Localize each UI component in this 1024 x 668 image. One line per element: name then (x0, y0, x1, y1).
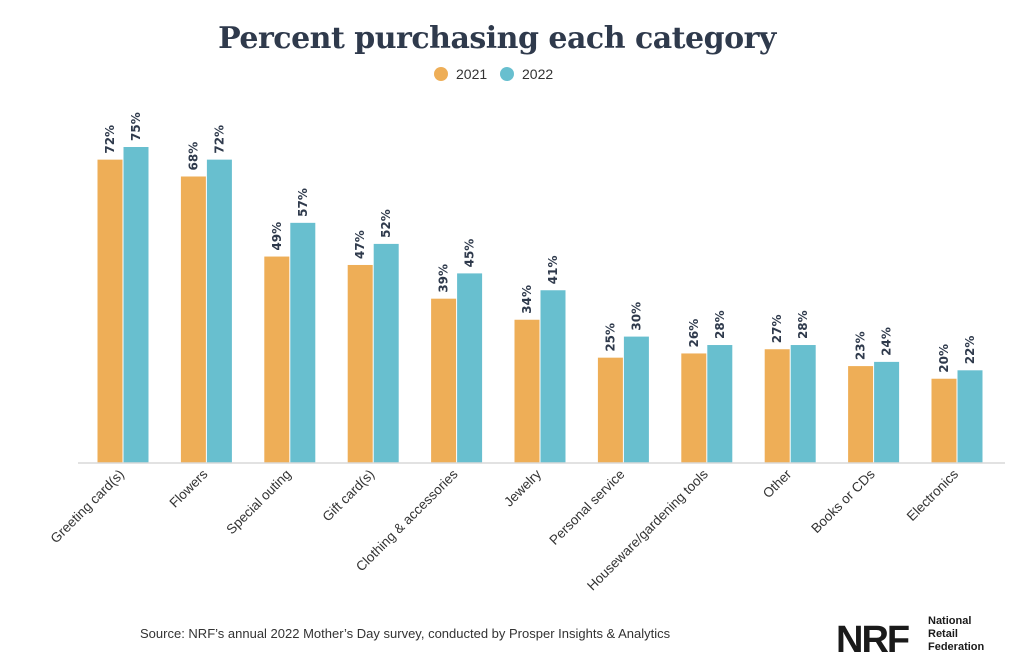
value-label-2021-5: 34% (520, 285, 534, 314)
bar-2022-2 (290, 222, 316, 463)
legend: 2021 2022 (434, 66, 553, 82)
value-label-2022-1: 72% (212, 125, 226, 154)
bar-2021-7 (681, 353, 707, 463)
nrf-logo: NRF National Retail Federation (836, 615, 985, 661)
legend-label-2021: 2021 (456, 66, 487, 82)
value-label-2022-9: 24% (880, 327, 894, 356)
bar-2021-6 (597, 357, 623, 463)
legend-label-2022: 2022 (522, 66, 553, 82)
value-label-2022-6: 30% (629, 302, 643, 331)
value-label-2021-0: 72% (103, 125, 117, 154)
bar-2021-8 (764, 349, 790, 463)
bar-2021-3 (347, 264, 373, 463)
value-label-2022-10: 22% (963, 336, 977, 365)
category-label-3: Gift card(s) (320, 467, 378, 525)
bars-group: 72% 75% 68% 72% 49% 57% 47% 52% 39% 45% 34% 41% 25% 3… (97, 112, 983, 463)
bar-2021-1 (180, 176, 206, 463)
value-label-2021-1: 68% (186, 142, 200, 171)
bar-2021-10 (931, 378, 957, 463)
legend-swatch-2021 (434, 67, 448, 81)
bar-2022-1 (206, 159, 232, 463)
logo-line-3: Federation (928, 641, 985, 653)
logo-mark: NRF (836, 619, 909, 661)
value-label-2021-4: 39% (437, 264, 451, 293)
category-labels: Greeting card(s) Flowers Special outing Gif… (48, 466, 962, 593)
legend-swatch-2022 (500, 67, 514, 81)
logo-line-2: Retail (928, 628, 958, 640)
bar-2022-4 (457, 273, 483, 463)
source-note: Source: NRF’s annual 2022 Mother’s Day s… (140, 626, 671, 641)
value-label-2021-9: 23% (854, 331, 868, 360)
bar-2021-0 (97, 159, 123, 463)
bar-2022-3 (373, 243, 399, 463)
bar-2021-2 (264, 256, 290, 463)
category-label-6: Personal service (546, 467, 627, 548)
category-label-0: Greeting card(s) (48, 467, 128, 547)
value-label-2022-7: 28% (713, 310, 727, 339)
logo-line-1: National (928, 615, 971, 627)
bar-2022-7 (707, 345, 733, 463)
bar-2021-5 (514, 319, 540, 463)
value-label-2021-10: 20% (937, 344, 951, 373)
bar-2022-10 (957, 370, 983, 463)
category-label-2: Special outing (223, 467, 294, 538)
value-label-2022-4: 45% (463, 239, 477, 268)
bar-2021-9 (848, 366, 874, 463)
value-label-2021-7: 26% (687, 319, 701, 348)
category-label-9: Books or CDs (808, 466, 878, 536)
category-label-1: Flowers (166, 466, 210, 510)
bar-2022-0 (123, 147, 149, 463)
value-label-2021-2: 49% (270, 222, 284, 251)
value-label-2022-8: 28% (796, 310, 810, 339)
category-label-8: Other (760, 466, 795, 501)
chart-title: Percent purchasing each category (218, 21, 778, 56)
bar-2022-9 (874, 361, 900, 463)
bar-2022-6 (623, 336, 649, 463)
category-label-10: Electronics (904, 466, 961, 523)
value-label-2021-8: 27% (770, 315, 784, 344)
value-label-2022-3: 52% (379, 209, 393, 238)
bar-2022-5 (540, 290, 566, 463)
value-label-2021-6: 25% (603, 323, 617, 352)
value-label-2021-3: 47% (353, 230, 367, 259)
value-label-2022-5: 41% (546, 256, 560, 285)
category-label-5: Jewelry (501, 466, 544, 509)
bar-2021-4 (431, 298, 457, 463)
value-label-2022-2: 57% (296, 188, 310, 217)
bar-2022-8 (790, 345, 816, 463)
value-label-2022-0: 75% (129, 112, 143, 141)
